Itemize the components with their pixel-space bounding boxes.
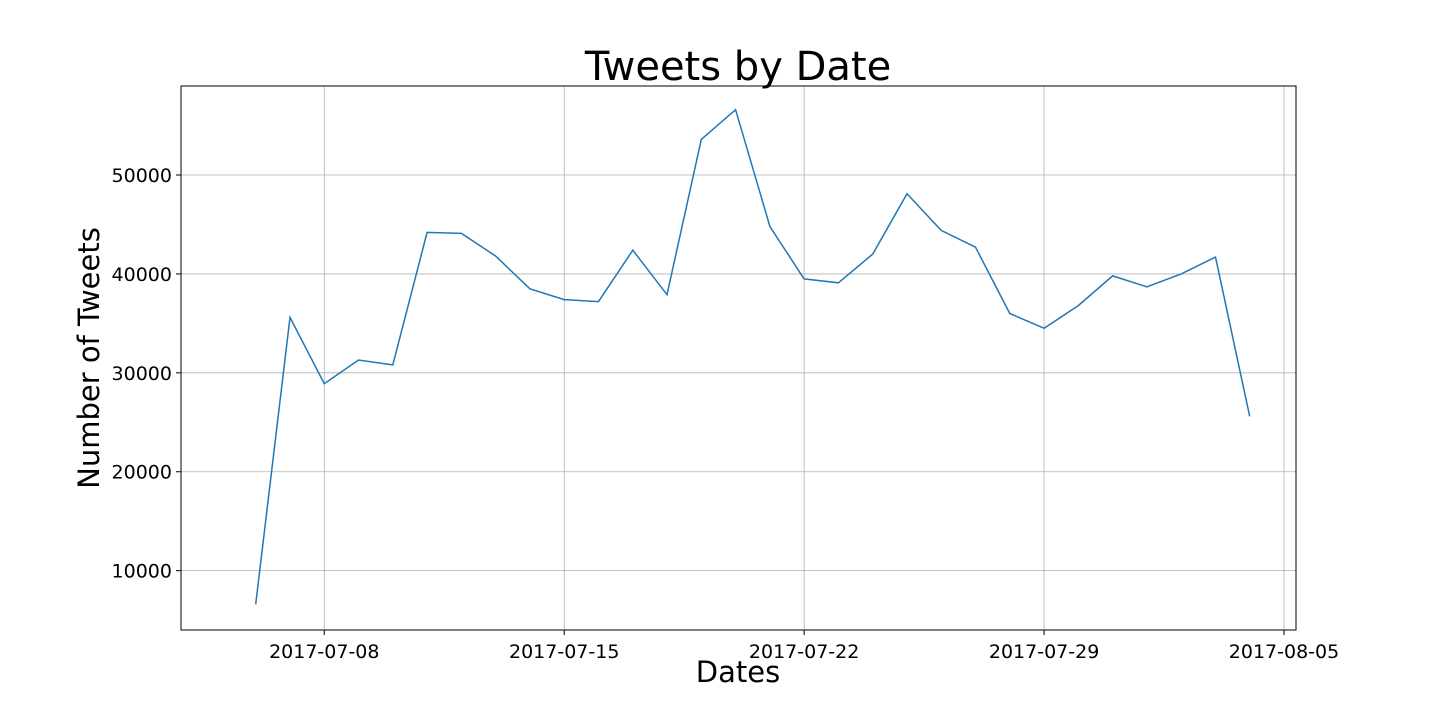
grid (181, 86, 1296, 630)
series-line (254, 108, 1251, 605)
x-tick-label: 2017-07-22 (749, 641, 859, 663)
series-layer (254, 108, 1251, 605)
y-tick-label: 30000 (112, 363, 172, 385)
y-tick-label: 20000 (112, 462, 172, 484)
y-tick-label: 50000 (112, 165, 172, 187)
y-tick-label: 10000 (112, 561, 172, 583)
x-tick-label: 2017-07-29 (989, 641, 1099, 663)
x-tick-label: 2017-07-08 (269, 641, 379, 663)
x-tick-label: 2017-08-05 (1229, 641, 1339, 663)
y-axis-label: Number of Tweets (72, 227, 106, 489)
chart-title: Tweets by Date (584, 44, 891, 90)
y-tick-label: 40000 (112, 264, 172, 286)
ticks: 10000 20000 30000 40000 50000 2017-07-08 2017-… (112, 165, 1340, 663)
x-tick-label: 2017-07-15 (509, 641, 619, 663)
x-axis-label: Dates (696, 655, 780, 689)
plot-frame (180, 85, 1297, 631)
